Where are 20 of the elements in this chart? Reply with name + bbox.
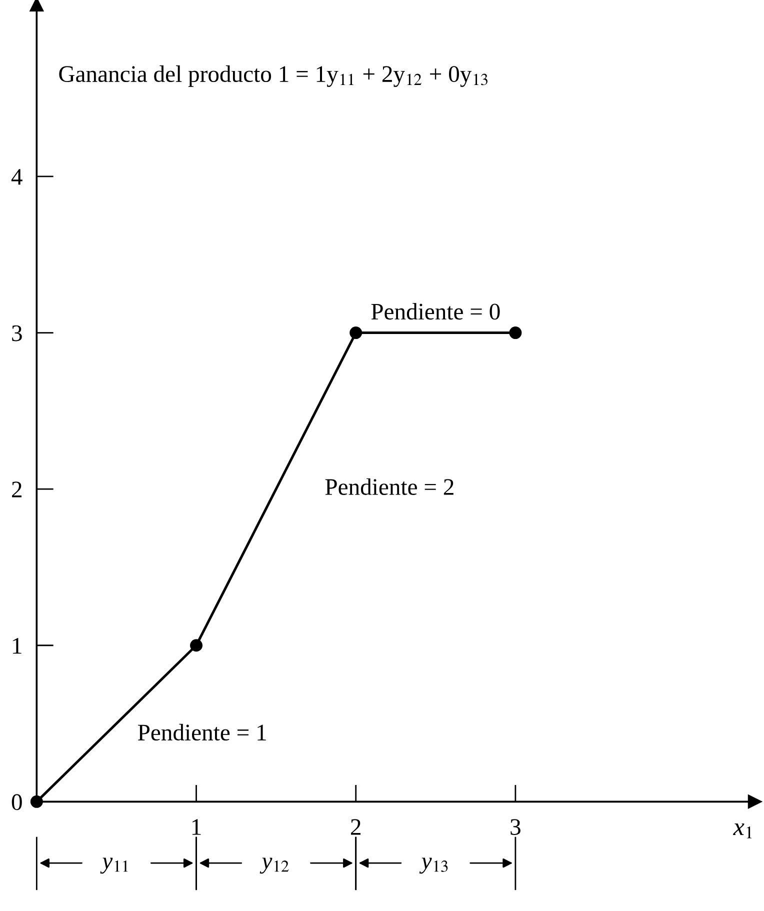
x-axis-title: x$_{1}$ [733,823,752,838]
point [509,326,522,340]
y-tick-label: 0 [12,794,22,810]
y-tick-label: 2 [12,482,22,498]
y-tick-label: 1 [13,638,22,654]
annotation: Pendiente = 0 [371,303,500,320]
x-tick-label: 1 [192,819,201,835]
y-tick-label: 3 [12,325,22,342]
point [30,795,43,808]
text: Ganancia del producto 1 = 1y$_{11}$ + 2y$_{12}$ + 0y$_{13}$ [59,65,488,87]
point [190,639,203,652]
point [350,326,362,340]
text: y$_{12}$ [260,858,289,874]
y-tick-label: 4 [11,169,22,185]
x-tick-label: 2 [350,819,360,835]
annotation: Pendiente = 1 [138,724,266,741]
text: y$_{13}$ [419,858,448,874]
text: y$_{11}$ [100,858,128,874]
x-tick-label: 3 [510,819,520,835]
annotation: Pendiente = 2 [325,478,454,495]
